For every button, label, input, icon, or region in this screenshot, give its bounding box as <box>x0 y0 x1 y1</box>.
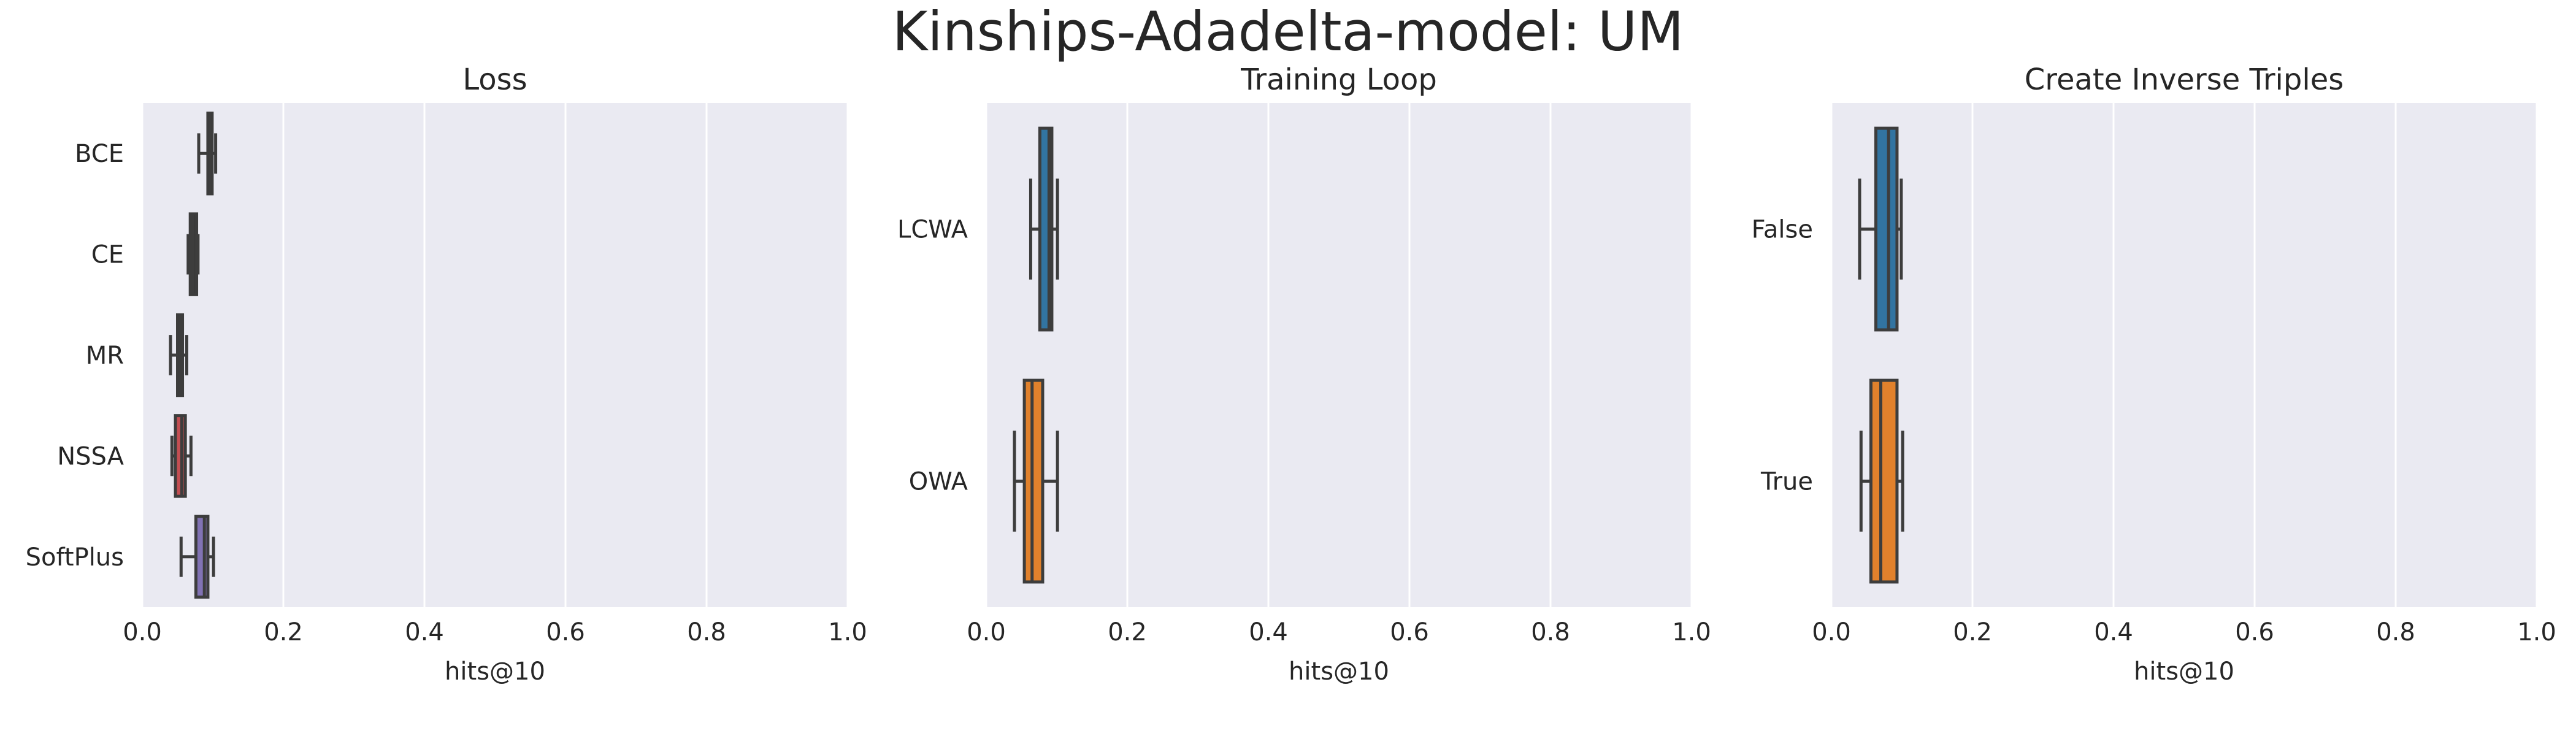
box-iqr <box>1874 126 1899 332</box>
panel-title: Loss <box>462 63 527 97</box>
x-tick-label: 1.0 <box>1672 618 1711 646</box>
box-LCWA: LCWA <box>897 126 1059 332</box>
x-tick-label: 0.0 <box>1812 618 1851 646</box>
y-tick-label: True <box>1760 468 1813 496</box>
panel-title: Training Loop <box>1240 63 1437 97</box>
x-axis-label: hits@10 <box>445 657 545 686</box>
y-tick-label: BCE <box>75 140 124 168</box>
x-tick-label: 0.4 <box>405 618 444 646</box>
x-tick-label: 0.2 <box>1953 618 1992 646</box>
box-iqr <box>1869 378 1899 584</box>
x-tick-label: 0.8 <box>2376 618 2415 646</box>
subplots: 0.0 0.2 0.4 0.6 0.8 1.0 Loss hits@10 BCE CE MR NSSA… <box>26 63 2556 686</box>
panel-1: 0.0 0.2 0.4 0.6 0.8 1.0 Loss hits@10 BCE CE MR NSSA… <box>26 63 867 686</box>
x-tick-label: 1.0 <box>828 618 867 646</box>
x-axis-label: hits@10 <box>1289 657 1389 686</box>
y-tick-label: OWA <box>909 468 968 496</box>
x-tick-label: 0.6 <box>2235 618 2274 646</box>
x-tick-label: 0.2 <box>264 618 303 646</box>
x-tick-label: 0.0 <box>123 618 162 646</box>
x-axis-label: hits@10 <box>2134 657 2234 686</box>
box-BCE: BCE <box>75 111 218 196</box>
plot-area <box>1831 103 2537 607</box>
x-tick-label: 0.8 <box>1531 618 1570 646</box>
y-tick-label: NSSA <box>57 442 124 470</box>
plot-area <box>142 103 848 607</box>
x-tick-label: 0.8 <box>687 618 726 646</box>
plot-area <box>986 103 1692 607</box>
x-tick-label: 0.2 <box>1108 618 1147 646</box>
x-tick-label: 0.0 <box>967 618 1006 646</box>
y-tick-label: SoftPlus <box>26 543 124 572</box>
box-True: True <box>1760 378 1904 584</box>
panel-2: 0.0 0.2 0.4 0.6 0.8 1.0 Training Loop hits@10 LC… <box>897 63 1711 686</box>
box-OWA: OWA <box>909 378 1059 584</box>
box-iqr <box>194 515 210 599</box>
x-tick-label: 0.6 <box>1390 618 1429 646</box>
panel-3: 0.0 0.2 0.4 0.6 0.8 1.0 Create Inverse Triples… <box>1752 63 2556 686</box>
x-tick-label: 1.0 <box>2517 618 2556 646</box>
figure-title: Kinships-Adadelta-model: UM <box>892 0 1684 63</box>
y-tick-label: MR <box>86 342 124 370</box>
box-False: False <box>1752 126 1903 332</box>
box-NSSA: NSSA <box>57 414 193 498</box>
box-SoftPlus: SoftPlus <box>26 515 215 599</box>
box-CE: CE <box>91 212 200 296</box>
panel-title: Create Inverse Triples <box>2025 63 2344 97</box>
y-tick-label: LCWA <box>897 216 968 244</box>
x-tick-label: 0.6 <box>546 618 585 646</box>
y-tick-label: False <box>1752 216 1813 244</box>
x-tick-label: 0.4 <box>2094 618 2133 646</box>
y-tick-label: CE <box>91 241 124 269</box>
box-MR: MR <box>86 313 188 397</box>
x-tick-label: 0.4 <box>1249 618 1288 646</box>
